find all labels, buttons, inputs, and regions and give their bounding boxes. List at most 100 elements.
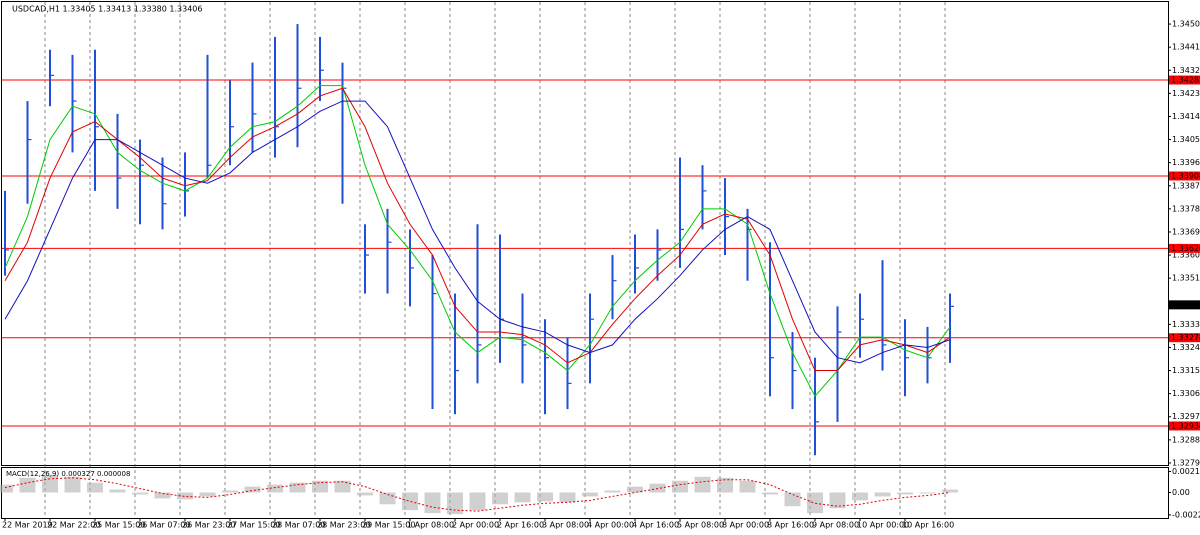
y-tick-label: 1.33780 <box>1172 204 1200 213</box>
macd-y-tick-label: -0.002286 <box>1172 510 1200 519</box>
macd-bar <box>199 492 216 497</box>
macd-bar <box>177 492 193 500</box>
current-price-label: 1.33406 <box>1171 300 1200 309</box>
price-level-box <box>1169 171 1200 181</box>
macd-bar <box>379 492 396 505</box>
macd-bar <box>154 492 171 499</box>
macd-bar <box>717 477 733 493</box>
macd-bar <box>357 492 373 496</box>
y-tick-label: 1.33330 <box>1172 320 1200 329</box>
macd-bar <box>514 492 531 503</box>
x-tick-label: 9 Apr 08:00 <box>812 521 859 530</box>
x-tick-label: 26 Mar 23:00 <box>182 521 235 530</box>
macd-bar <box>739 480 756 493</box>
y-tick-label: 1.33510 <box>1172 274 1200 283</box>
y-tick-label: 1.32970 <box>1172 412 1200 421</box>
x-tick-label: 29 Mar 15:00 <box>362 521 415 530</box>
y-tick-label: 1.34050 <box>1172 135 1200 144</box>
labels: 1.34500 1.34410 1.34320 1.34230 1.34140 1.340… <box>2 20 1200 530</box>
macd-bar <box>762 492 778 495</box>
x-tick-label: 2 Apr 16:00 <box>497 521 544 530</box>
macd-bar <box>244 486 261 493</box>
x-tick-label: 1 Apr 08:00 <box>407 521 454 530</box>
macd-bar <box>537 492 553 502</box>
x-tick-label: 25 Mar 15:00 <box>92 521 145 530</box>
y-tick-label: 1.34320 <box>1172 66 1200 75</box>
x-tick-label: 22 Mar 2019 <box>2 521 53 530</box>
x-tick-label: 5 Apr 08:00 <box>677 521 724 530</box>
macd-bar <box>852 492 868 501</box>
y-tick-label: 1.34230 <box>1172 89 1200 98</box>
y-tick-label: 1.34500 <box>1172 20 1200 29</box>
macd-bar <box>447 492 463 515</box>
macd-bar <box>492 492 508 505</box>
y-tick-label: 1.33960 <box>1172 158 1200 167</box>
macd-bar <box>559 492 576 503</box>
macd-bar <box>289 482 306 493</box>
x-tick-label: 4 Apr 16:00 <box>632 521 679 530</box>
macd-bar <box>829 492 846 509</box>
macd-title: MACD(12,26,9) 0.000327 0.000008 <box>6 470 130 478</box>
price-level-label: 1.33626 <box>1171 244 1200 253</box>
macd-bar <box>874 492 891 497</box>
y-tick-label: 1.34140 <box>1172 112 1200 121</box>
y-tick-label: 1.33690 <box>1172 227 1200 236</box>
price-level-box <box>1169 421 1200 431</box>
macd-bar <box>0 484 13 493</box>
grid <box>4 2 1171 521</box>
macd-bar <box>469 492 486 511</box>
y-tick-label: 1.33600 <box>1172 251 1200 260</box>
moving-average <box>4 85 951 398</box>
macd-bar <box>87 482 103 493</box>
x-tick-label: 10 Apr 16:00 <box>902 521 954 530</box>
x-tick-label: 8 Apr 00:00 <box>722 521 769 530</box>
chart-title: USDCAD,H1 1.33405 1.33413 1.33380 1.3340… <box>12 5 202 14</box>
marks <box>0 24 1168 515</box>
price-level-box <box>1169 75 1200 85</box>
current-price-box <box>1169 300 1200 310</box>
macd-bar <box>604 490 621 493</box>
macd-bar <box>694 476 711 493</box>
macd-bar <box>109 489 126 493</box>
y-tick-label: 1.33150 <box>1172 366 1200 375</box>
x-tick-label: 2 Apr 00:00 <box>452 521 499 530</box>
price-level-label: 1.34282 <box>1171 76 1200 85</box>
macd-bar <box>672 480 688 493</box>
x-tick-label: 8 Apr 16:00 <box>767 521 814 530</box>
macd-y-tick-label: 0.00 <box>1172 488 1190 497</box>
macd-bar <box>919 492 936 494</box>
macd-bar <box>424 492 441 514</box>
macd-bar <box>334 480 351 493</box>
y-tick-label: 1.34410 <box>1172 43 1200 52</box>
x-tick-label: 4 Apr 00:00 <box>587 521 634 530</box>
main-frame <box>1 1 1169 466</box>
y-tick-label: 1.32790 <box>1172 458 1200 467</box>
macd-bar <box>942 489 958 493</box>
y-tick-label: 1.33240 <box>1172 343 1200 352</box>
x-tick-label: 28 Mar 23:00 <box>317 521 370 530</box>
macd-bar <box>627 486 643 493</box>
price-level-label: 1.33908 <box>1171 172 1200 181</box>
macd-bar <box>807 492 823 514</box>
macd-bar <box>222 490 238 493</box>
x-tick-label: 3 Apr 08:00 <box>542 521 589 530</box>
x-tick-label: 27 Mar 15:00 <box>227 521 280 530</box>
macd-bar <box>267 484 283 493</box>
macd-bar <box>132 492 148 495</box>
moving-average <box>4 87 951 372</box>
x-tick-label: 22 Mar 22:00 <box>47 521 100 530</box>
macd-bar <box>582 492 598 497</box>
macd-bar <box>19 477 36 493</box>
macd-bar <box>897 492 913 495</box>
y-tick-label: 1.33870 <box>1172 181 1200 190</box>
macd-bar <box>312 480 328 493</box>
macd-bar <box>64 476 81 493</box>
price-level-label: 1.33278 <box>1171 333 1200 342</box>
x-tick-label: 26 Mar 07:00 <box>137 521 190 530</box>
macd-bar <box>784 492 801 507</box>
macd-y-tick-label: 0.002145 <box>1172 467 1200 476</box>
price-level-box <box>1169 333 1200 343</box>
price-level-label: 1.32934 <box>1171 421 1200 430</box>
x-tick-label: 28 Mar 07:00 <box>272 521 325 530</box>
